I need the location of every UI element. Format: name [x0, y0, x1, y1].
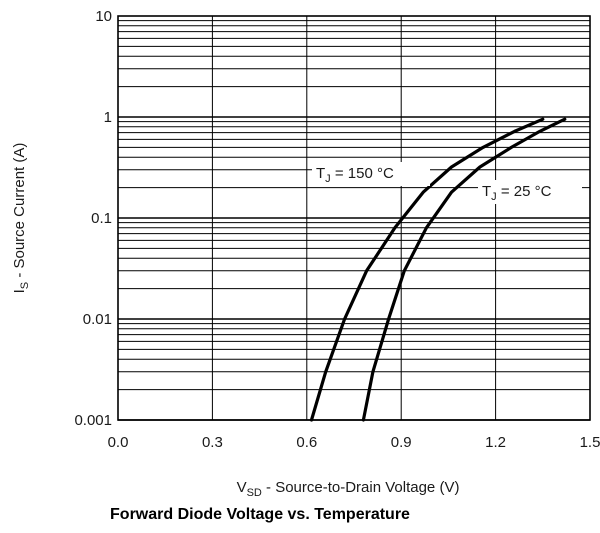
series-label-0: TJ = 150 °C: [316, 165, 394, 185]
x-tick-label-4: 1.2: [485, 434, 506, 451]
x-tick-label-2: 0.6: [296, 434, 317, 451]
x-tick-label-1: 0.3: [202, 434, 223, 451]
x-axis-title: VSD - Source-to-Drain Voltage (V): [237, 479, 460, 499]
x-tick-label-5: 1.5: [580, 434, 600, 451]
series-label-bg-1: [478, 180, 582, 204]
axes: [117, 15, 591, 421]
y-tick-label-3: 0.01: [83, 311, 112, 328]
chart-title: Forward Diode Voltage vs. Temperature: [110, 506, 410, 523]
grid: [117, 16, 591, 421]
x-tick-label-3: 0.9: [391, 434, 412, 451]
y-tick-label-0: 10: [95, 8, 112, 25]
series-lines: [309, 117, 567, 422]
y-tick-label-4: 0.001: [74, 412, 112, 429]
series-line-1: [361, 117, 567, 422]
y-tick-label-1: 1: [104, 109, 112, 126]
y-axis-title: IS - Source Current (A): [11, 143, 31, 294]
series-label-bg-0: [312, 162, 430, 186]
series-line-0: [309, 117, 545, 422]
tick-labels: 0.0 0.3 0.6 0.9 1.2 1.5 10 1 0.1 0.01 0.001 VSD - S…: [11, 8, 600, 499]
series-label-1: TJ = 25 °C: [482, 183, 552, 203]
plot-frame: [117, 15, 591, 421]
y-tick-label-2: 0.1: [91, 210, 112, 227]
x-tick-label-0: 0.0: [108, 434, 129, 451]
